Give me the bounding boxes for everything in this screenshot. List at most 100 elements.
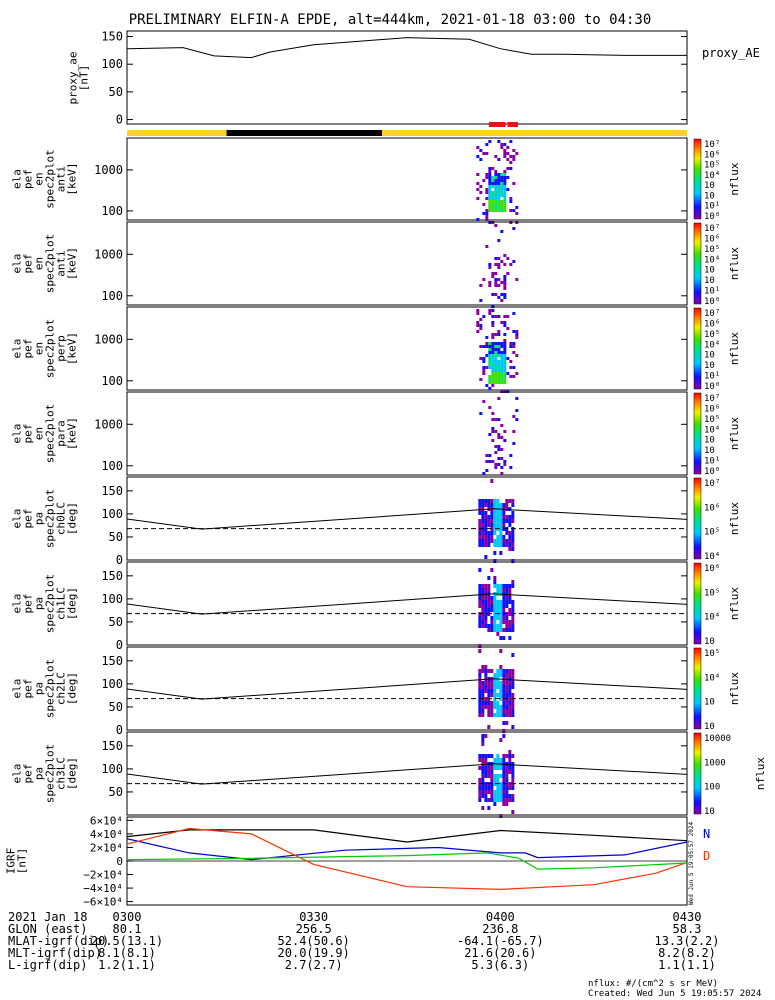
spectrogram-cell xyxy=(479,378,482,381)
spectrogram-cell xyxy=(485,152,488,155)
spectrogram-cell xyxy=(487,713,490,717)
spectrogram-cell xyxy=(505,681,508,685)
spectrogram-cell xyxy=(511,535,514,539)
spectrogram-cell xyxy=(494,445,497,448)
spectrogram-cell xyxy=(500,191,503,194)
colorbar-tick: 10⁶ xyxy=(704,319,720,329)
spectrogram-cell xyxy=(485,215,488,218)
spectrogram-cell xyxy=(509,466,512,469)
spectrogram-cell xyxy=(512,227,515,230)
spectrogram-cell xyxy=(490,713,493,717)
spectrogram-cell xyxy=(505,539,508,543)
spectrogram-cell xyxy=(503,275,506,278)
colorbar-tick: 10⁰ xyxy=(704,467,720,477)
spectrogram-cell xyxy=(481,523,484,527)
ytick-label: 1000 xyxy=(94,332,123,346)
colorbar-tick: 10¹ xyxy=(704,287,720,297)
ylabel-line: [keV] xyxy=(66,332,79,365)
spectrogram-cell xyxy=(493,596,496,600)
spectrogram-cell xyxy=(499,503,502,507)
spectrogram-cell xyxy=(484,543,487,547)
spectrogram-cell xyxy=(491,372,494,375)
spectrogram-cell xyxy=(493,584,496,588)
spectrogram-cell xyxy=(500,182,503,185)
spectrogram-cell xyxy=(500,194,503,197)
spectrogram-cell xyxy=(497,182,500,185)
footer-annotations: 2021 Jan 18 0300 0330 0400 0430 GLON (east) 80… xyxy=(8,910,720,972)
spectrogram-cell xyxy=(496,499,499,503)
spectrogram-cell xyxy=(493,798,496,802)
spectrogram-cell xyxy=(481,608,484,612)
spectrogram-cell xyxy=(497,372,500,375)
spectrogram-cell xyxy=(499,673,502,677)
spectrogram-cell xyxy=(481,778,484,782)
spectrogram-cell xyxy=(499,523,502,527)
spectrogram-cell xyxy=(505,770,508,774)
spectrogram-cell xyxy=(484,539,487,543)
spectrogram-cell xyxy=(490,600,493,604)
proxy-ae-panel: proxy_ae[nT] 150100500 proxy_AE xyxy=(67,30,760,127)
spectrogram-cell xyxy=(505,754,508,758)
spectrogram-cell xyxy=(484,665,487,669)
spectrogram-cell xyxy=(502,701,505,705)
spectrogram-cell xyxy=(481,600,484,604)
spectrogram-cell xyxy=(496,628,499,632)
spectrogram-cell xyxy=(508,596,511,600)
spectrogram-cell xyxy=(494,375,497,378)
spectrogram-cell xyxy=(491,369,494,372)
spectrogram-cell xyxy=(491,354,494,357)
spectrogram-cell xyxy=(484,584,487,588)
spectrogram-cell xyxy=(508,519,511,523)
ytick-label: 100 xyxy=(101,289,123,303)
spectrogram-cell xyxy=(500,363,503,366)
spectrogram-cell xyxy=(484,782,487,786)
spectrogram-cell xyxy=(484,503,487,507)
spectrogram-cell xyxy=(478,539,481,543)
spectrogram-cell xyxy=(478,689,481,693)
spectrogram-cell xyxy=(502,515,505,519)
spectrogram-cell xyxy=(490,786,493,790)
spectrogram-cell xyxy=(499,539,502,543)
spectrogram-cell xyxy=(488,375,491,378)
colorbar-tick: 10¹ xyxy=(704,457,720,467)
spectrogram-cell xyxy=(511,499,514,503)
spectrogram-cell xyxy=(490,790,493,794)
spectrogram-cell xyxy=(502,673,505,677)
igrf-series-0 xyxy=(127,830,687,842)
spectrogram-cell xyxy=(478,794,481,798)
spectrogram-cell xyxy=(499,531,502,535)
spectrogram-cell xyxy=(509,360,512,363)
colorbar xyxy=(694,733,701,814)
spectrogram-cell xyxy=(496,709,499,713)
spectrogram-cell xyxy=(502,539,505,543)
spectrogram-data xyxy=(478,649,514,733)
ytick-label: 150 xyxy=(101,654,123,668)
ytick-label: 0 xyxy=(116,723,123,737)
spectrogram-data xyxy=(476,140,518,224)
colorbar-tick: 10 xyxy=(704,807,715,817)
spectrogram-cell xyxy=(503,194,506,197)
spectrogram-cell xyxy=(488,140,491,143)
spectrogram-cell xyxy=(500,188,503,191)
footer-row-label: L-igrf(dip) xyxy=(8,958,87,972)
spectrogram-cell xyxy=(497,351,500,354)
spectrogram-cell xyxy=(515,336,518,339)
colorbar-tick: 10⁳ xyxy=(704,266,715,276)
spectrogram-cell xyxy=(494,272,497,275)
spectrogram-cell xyxy=(481,499,484,503)
spectrogram-cell xyxy=(484,669,487,673)
spectrogram-cell xyxy=(487,693,490,697)
spectrogram-cell xyxy=(505,669,508,673)
colorbar-label: nflux xyxy=(754,757,767,790)
spectrogram-cell xyxy=(502,616,505,620)
igrf-panel: IGRF[nT] 6×10⁴4×10⁴2×10⁴0−2×10⁴−4×10⁴−6×… xyxy=(5,814,711,908)
spectrogram-cell xyxy=(499,681,502,685)
spectrogram-cell xyxy=(515,409,518,412)
colorbar-label: nflux xyxy=(728,587,741,620)
spectrogram-cell xyxy=(488,170,491,173)
spectrogram-cell xyxy=(508,798,511,802)
spectrogram-cell xyxy=(505,774,508,778)
spectrogram-data xyxy=(478,568,514,648)
spectrogram-cell xyxy=(484,790,487,794)
spectrogram-cell xyxy=(485,197,488,200)
